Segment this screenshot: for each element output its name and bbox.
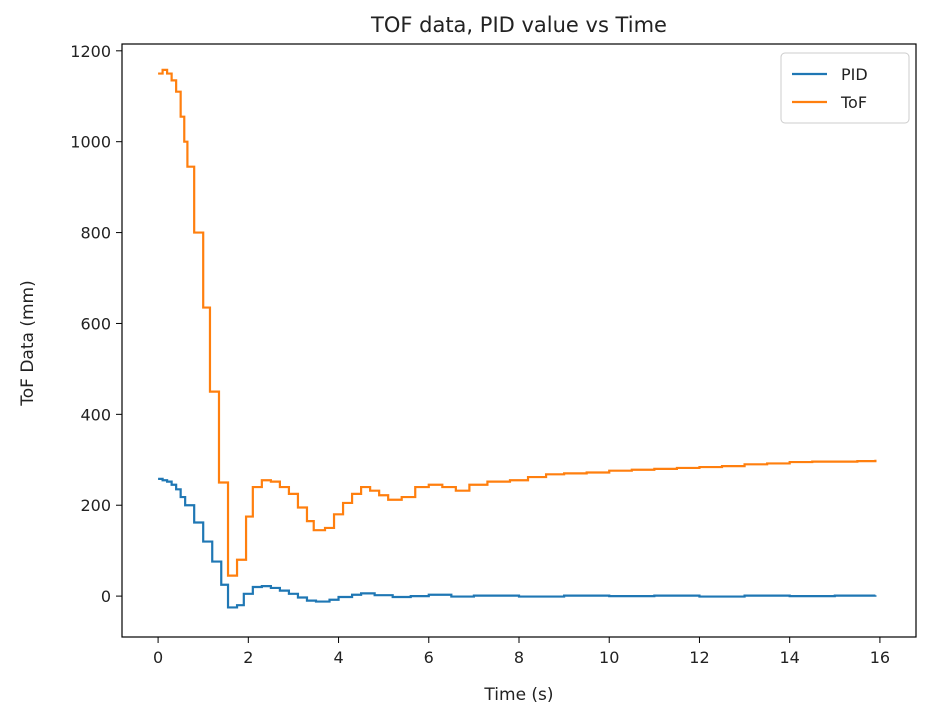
series-line-pid (158, 477, 877, 609)
chart-title: TOF data, PID value vs Time (370, 13, 667, 37)
legend-label-tof: ToF (840, 93, 867, 112)
y-tick-label: 1200 (70, 42, 111, 61)
x-tick-label: 0 (153, 648, 163, 667)
y-tick-label: 200 (80, 496, 111, 515)
x-axis-label: Time (s) (483, 685, 553, 705)
legend-box (780, 52, 910, 124)
x-tick-label: 4 (333, 648, 343, 667)
y-tick-label: 0 (101, 587, 111, 606)
y-tick-label: 600 (80, 314, 111, 333)
legend-label-pid: PID (841, 65, 868, 84)
x-tick-label: 12 (689, 648, 709, 667)
x-tick-label: 8 (514, 648, 524, 667)
x-tick-label: 2 (243, 648, 253, 667)
x-tick-label: 14 (780, 648, 800, 667)
x-tick-label: 10 (599, 648, 619, 667)
axes-frame (121, 43, 917, 638)
legend: PID ToF (780, 52, 910, 124)
series-line-tof (158, 68, 877, 577)
y-tick-label: 1000 (70, 133, 111, 152)
y-tick-label: 400 (80, 405, 111, 424)
y-tick-label: 800 (80, 224, 111, 243)
x-tick-label: 6 (424, 648, 434, 667)
x-tick-label: 16 (870, 648, 890, 667)
plot-area: 0 2 4 6 8 10 12 14 16 0 200 400 600 800 1000 1200 (70, 42, 917, 667)
y-axis-label: ToF Data (mm) (18, 280, 38, 406)
